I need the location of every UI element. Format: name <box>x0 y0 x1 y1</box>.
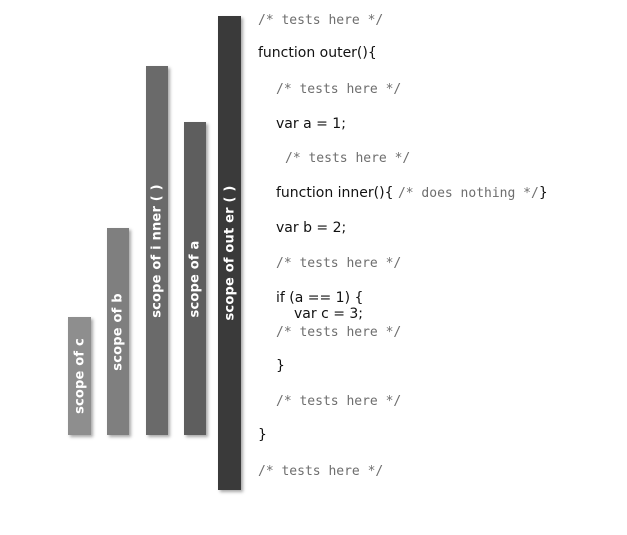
code-comment-after-if: /* tests here */ <box>276 394 402 409</box>
code-comment-bottom: /* tests here */ <box>258 464 384 479</box>
code-outer-close: } <box>258 427 267 443</box>
scope-bar-a: scope of a <box>184 122 206 435</box>
scope-label-c: scope of c <box>72 338 87 414</box>
code-var-a: var a = 1; <box>276 116 346 132</box>
code-var-c: var c = 3; <box>294 306 364 322</box>
code-inner-def: function inner(){ /* does nothing */} <box>276 185 548 201</box>
code-comment-in-if: /* tests here */ <box>276 325 402 340</box>
code-outer-open: function outer(){ <box>258 45 377 61</box>
scope-label-inner: scope of i nner ( ) <box>149 183 165 318</box>
code-inner-open: function inner(){ <box>276 185 394 201</box>
code-comment-top: /* tests here */ <box>258 13 384 28</box>
scope-bar-inner: scope of i nner ( ) <box>146 66 168 435</box>
scope-label-b: scope of b <box>110 292 126 371</box>
code-if-close: } <box>276 358 285 374</box>
scope-bar-outer: scope of out er ( ) <box>218 16 241 490</box>
code-comment-after-a: /* tests here */ <box>285 151 411 166</box>
code-comment-outer: /* tests here */ <box>276 82 402 97</box>
code-var-b: var b = 2; <box>276 220 347 236</box>
code-comment-after-b: /* tests here */ <box>276 256 402 271</box>
code-inner-body-comment: /* does nothing */ <box>397 186 539 201</box>
code-if-open: if (a == 1) { <box>276 290 364 306</box>
code-inner-close: } <box>538 185 548 201</box>
scope-bar-b: scope of b <box>107 228 129 435</box>
scope-bar-c: scope of c <box>68 317 91 435</box>
scope-label-a: scope of a <box>187 240 203 317</box>
scope-label-outer: scope of out er ( ) <box>222 185 237 321</box>
